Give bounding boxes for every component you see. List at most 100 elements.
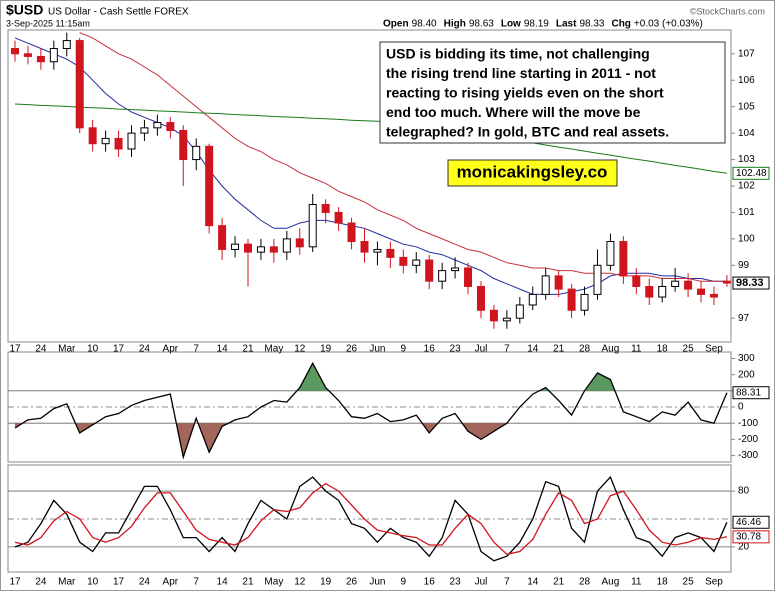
annotation-line: reacting to rising yields even on the sh… <box>386 85 664 101</box>
x-tick-label: 18 <box>657 344 669 355</box>
last-value-label: 98.33 <box>736 277 764 289</box>
candle-body <box>321 204 330 213</box>
candle-body <box>192 145 201 161</box>
x-tick-label: Mar <box>58 344 76 355</box>
x-tick-label: 24 <box>35 344 47 355</box>
x-tick-label: 21 <box>242 344 254 355</box>
candle-body <box>101 137 110 145</box>
annotation-box <box>379 41 726 144</box>
candle-body <box>231 243 240 250</box>
quote: Open 98.40 High 98.63 Low 98.19 Last 98.33 Chg +0… <box>383 19 703 30</box>
quote-value: 98.63 <box>469 19 494 30</box>
candle-body <box>412 259 421 266</box>
y-tick-label: 104 <box>738 128 755 139</box>
last-value-label: 88.31 <box>736 387 761 398</box>
candle-body <box>179 129 188 161</box>
line <box>14 475 728 562</box>
source: ©StockCharts.com <box>690 6 765 16</box>
x-tick-label: Sep <box>705 577 723 588</box>
line <box>14 482 728 556</box>
x-tick-label: Jul <box>475 577 488 588</box>
x-tick-label: 17 <box>9 577 21 588</box>
x-tick-label: 12 <box>294 344 306 355</box>
candle-body <box>619 241 628 277</box>
y-tick-label: 20 <box>738 542 750 553</box>
candle-body <box>697 288 706 295</box>
y-tick-label: 200 <box>738 369 755 380</box>
x-tick-label: 21 <box>553 577 565 588</box>
x-tick-label: Jun <box>369 344 385 355</box>
x-tick-label: 18 <box>657 577 669 588</box>
x-tick-label: 9 <box>401 344 407 355</box>
x-tick-label: Apr <box>163 577 179 588</box>
candle-body <box>709 293 718 298</box>
line <box>14 37 727 295</box>
candle-body <box>114 137 123 150</box>
candle-body <box>23 53 32 57</box>
x-tick-label: Jun <box>369 577 385 588</box>
candle-body <box>645 285 654 298</box>
x-tick-label: Aug <box>602 344 620 355</box>
candle-body <box>153 122 162 129</box>
x-tick-label: 7 <box>193 577 199 588</box>
x-tick-label: 17 <box>113 344 125 355</box>
candle-body <box>684 280 693 290</box>
candle-body <box>166 122 175 131</box>
candle-body <box>49 48 58 63</box>
x-tick-label: 11 <box>631 577 642 588</box>
candle-body <box>11 48 19 55</box>
y-tick-label: 105 <box>738 101 755 112</box>
x-tick-label: 9 <box>401 577 407 588</box>
candle-body <box>308 204 317 248</box>
y-tick-label: -300 <box>738 450 758 461</box>
candle-body <box>632 275 641 287</box>
candle-body <box>541 275 550 295</box>
candle-body <box>593 264 602 295</box>
x-tick-label: Apr <box>163 344 179 355</box>
panel-2 <box>8 475 731 562</box>
x-tick-label: Aug <box>602 577 620 588</box>
watermark: monicakingsley.co <box>457 162 608 181</box>
candle-body <box>671 280 680 287</box>
quote-label: Last <box>556 19 577 30</box>
quote-value: 98.40 <box>412 19 437 30</box>
last-value-label: 46.46 <box>736 517 761 528</box>
annotation-line: end too much. Where will the move be <box>386 104 641 120</box>
cci-fill-below <box>15 423 727 458</box>
y-tick-label: 102 <box>738 181 755 192</box>
x-tick-label: 7 <box>193 344 199 355</box>
candle-body <box>140 127 149 134</box>
x-tick-label: 17 <box>9 344 21 355</box>
x-tick-label: 11 <box>631 344 642 355</box>
x-tick-label: 24 <box>35 577 47 588</box>
last-value-box <box>732 530 770 544</box>
y-tick-label: 0 <box>738 402 744 413</box>
x-tick-label: 14 <box>217 344 229 355</box>
candle-body <box>554 275 563 290</box>
x-tick-label: 25 <box>683 577 695 588</box>
candle-body <box>399 256 408 266</box>
candle-body <box>334 211 343 224</box>
x-tick-label: May <box>264 344 283 355</box>
x-tick-label: 23 <box>450 344 462 355</box>
last-value-box <box>732 515 770 529</box>
last-value-box <box>732 276 770 290</box>
candle-body <box>36 55 45 63</box>
x-tick-label: 7 <box>504 577 510 588</box>
x-tick-label: 24 <box>139 344 151 355</box>
candle-body <box>373 248 382 253</box>
line <box>14 103 727 174</box>
last-value-box <box>732 386 770 400</box>
quote-label: High <box>444 19 466 30</box>
x-tick-label: 14 <box>527 344 539 355</box>
y-tick-label: 101 <box>738 207 755 218</box>
y-tick-label: 100 <box>738 234 755 245</box>
x-tick-label: 12 <box>294 577 306 588</box>
x-tick-label: 16 <box>424 344 436 355</box>
x-tick-label: 14 <box>217 577 229 588</box>
candle-body <box>282 238 291 253</box>
x-tick-label: 26 <box>346 577 358 588</box>
x-tick-label: 24 <box>139 577 151 588</box>
